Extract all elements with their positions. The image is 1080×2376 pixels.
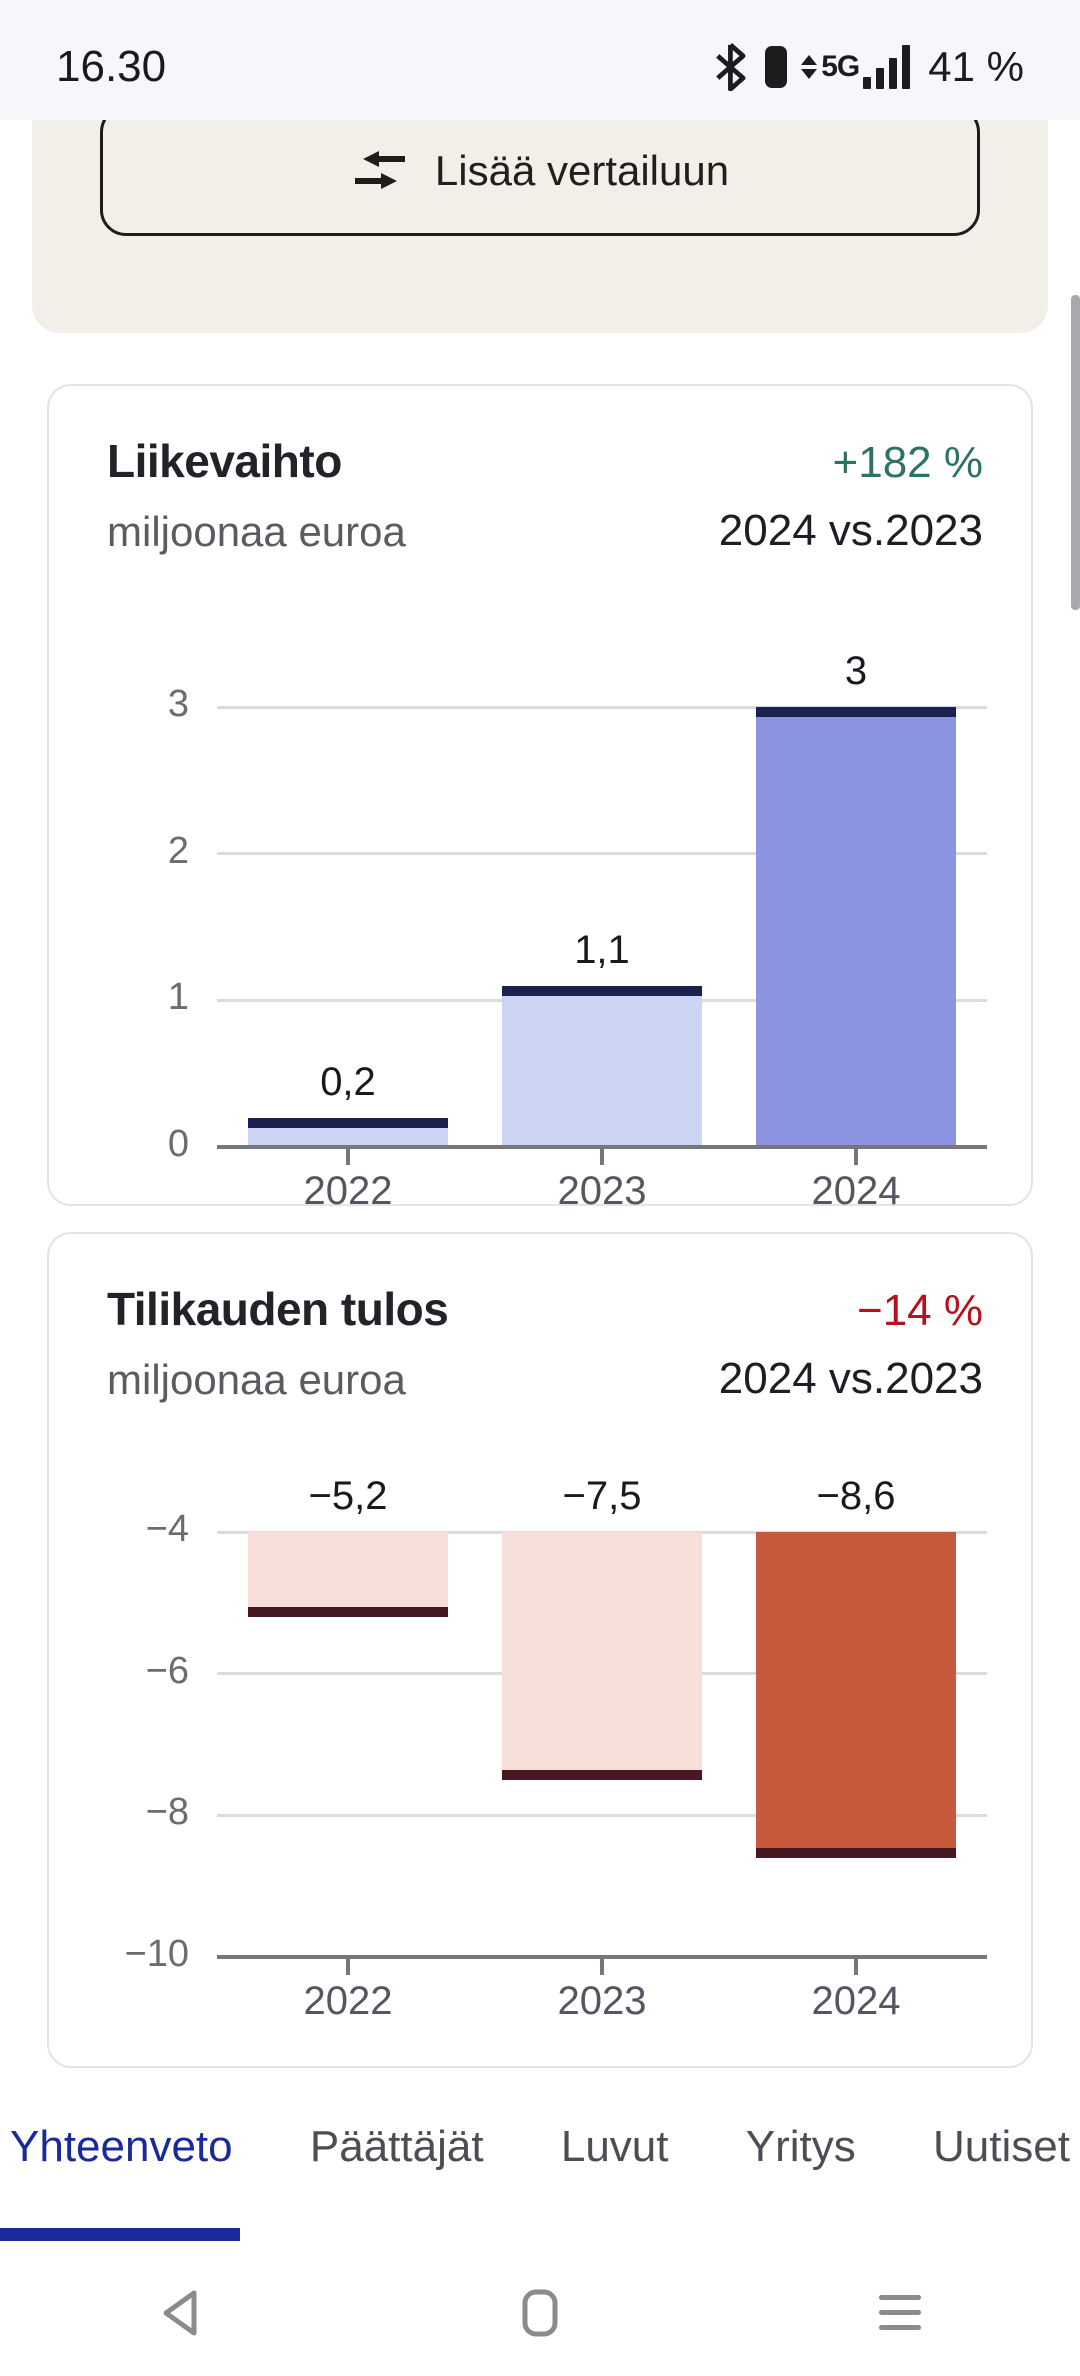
android-nav-bar [0, 2250, 1080, 2376]
chart-comparison: 2024 vs.2023 [718, 1354, 983, 1403]
tab-uutiset[interactable]: Uutiset [933, 2122, 1070, 2171]
network-indicator: 5G [801, 45, 911, 89]
compare-arrows-icon [354, 151, 405, 189]
bar-value-label: 3 [844, 649, 868, 693]
status-icons: 5G 41 % [713, 43, 1024, 91]
chart-title: Tilikauden tulos [107, 1283, 449, 1335]
active-tab-underline [0, 2228, 240, 2241]
chart-unit: miljoonaa euroa [107, 508, 406, 555]
chart-bar-2024 [756, 1532, 956, 1858]
x-axis-label: 2022 [303, 1169, 393, 1213]
chart-bar-2023 [502, 1532, 702, 1780]
data-arrows-icon [801, 55, 818, 79]
home-square-icon [522, 2289, 558, 2337]
tab-list: Yhteenveto Päättäjät Luvut Yritys Uutiset [0, 2122, 1080, 2172]
bar-value-label: 0,2 [320, 1059, 376, 1104]
x-axis-tick [346, 1957, 350, 1975]
scrollbar-thumb[interactable] [1071, 295, 1080, 610]
recents-lines-icon [879, 2295, 921, 2330]
x-axis-label: 2023 [557, 1979, 647, 2023]
chart-bar-2023 [502, 985, 702, 1147]
gridline [217, 1813, 987, 1817]
nav-back-button[interactable] [120, 2283, 240, 2343]
chart-bar-2022 [248, 1117, 448, 1147]
status-bar: 16.30 5G 41 % [0, 0, 1080, 120]
bar-cap [248, 1117, 448, 1128]
back-triangle-icon [163, 2290, 197, 2336]
x-axis-tick [600, 1147, 604, 1165]
gridline [217, 852, 987, 856]
y-axis-label: −10 [124, 1933, 189, 1975]
battery-icon [765, 46, 788, 88]
chart-title: Liikevaihto [107, 435, 342, 487]
bar-value-label: −5,2 [308, 1474, 388, 1518]
x-axis-tick [600, 1957, 604, 1975]
tab-päättäjät[interactable]: Päättäjät [309, 2122, 484, 2171]
battery-percent: 41 % [928, 43, 1024, 90]
chart-card-tilikauden-tulos: Tilikauden tulos −14 % miljoonaa euroa 2… [47, 1232, 1033, 2068]
chart-bar-2024 [756, 707, 956, 1147]
x-axis-tick [854, 1147, 858, 1165]
y-axis-label: −8 [145, 1791, 189, 1834]
add-to-comparison-button[interactable]: Lisää vertailuun [100, 106, 980, 236]
bar-cap [502, 1769, 702, 1780]
add-to-comparison-label: Lisää vertailuun [434, 147, 730, 194]
nav-home-button[interactable] [480, 2283, 600, 2343]
bar-cap [756, 707, 956, 717]
bar-value-label: 1,1 [574, 927, 630, 972]
y-axis-label: 2 [167, 829, 189, 872]
tab-yhteenveto[interactable]: Yhteenveto [10, 2122, 233, 2171]
compare-panel: Lisää vertailuun [32, 106, 1048, 333]
chart-plot: −4 −6 −8 −10 −5,2 2022 −7,5 2023 −8,6 2024 [49, 1234, 1031, 2066]
chart-plot: 3 2 1 0 0,2 2022 1,1 2023 3 2024 [49, 386, 1031, 1213]
bar-cap [502, 985, 702, 996]
bar-cap [248, 1607, 448, 1617]
chart-bar-2022 [248, 1532, 448, 1617]
x-axis-tick [854, 1957, 858, 1975]
x-axis-label: 2024 [811, 1169, 901, 1213]
gridline [217, 705, 987, 709]
network-type-label: 5G [821, 50, 860, 83]
nav-recents-button[interactable] [840, 2283, 960, 2343]
chart-card-liikevaihto: Liikevaihto +182 % miljoonaa euroa 2024 … [47, 384, 1033, 1213]
y-axis-label: 3 [167, 683, 189, 725]
bluetooth-icon [716, 43, 746, 91]
chart-delta: +182 % [832, 438, 983, 487]
bar-cap [756, 1847, 956, 1858]
bar-value-label: −7,5 [562, 1474, 642, 1518]
y-axis-label: −6 [145, 1649, 189, 1692]
y-axis-label: 0 [167, 1123, 189, 1165]
signal-bars-icon [863, 45, 911, 89]
bar-value-label: −8,6 [816, 1474, 896, 1518]
chart-delta: −14 % [857, 1286, 983, 1335]
chart-unit: miljoonaa euroa [107, 1356, 406, 1403]
x-axis-label: 2022 [303, 1979, 393, 2023]
status-time: 16.30 [56, 42, 167, 91]
x-axis-tick [346, 1147, 350, 1165]
tab-luvut[interactable]: Luvut [560, 2122, 669, 2171]
y-axis-label: −4 [145, 1508, 189, 1550]
y-axis-label: 1 [167, 976, 189, 1019]
chart-comparison: 2024 vs.2023 [718, 506, 983, 555]
x-axis-label: 2024 [811, 1979, 901, 2023]
x-axis-label: 2023 [557, 1169, 647, 1213]
tab-yritys[interactable]: Yritys [745, 2122, 856, 2171]
